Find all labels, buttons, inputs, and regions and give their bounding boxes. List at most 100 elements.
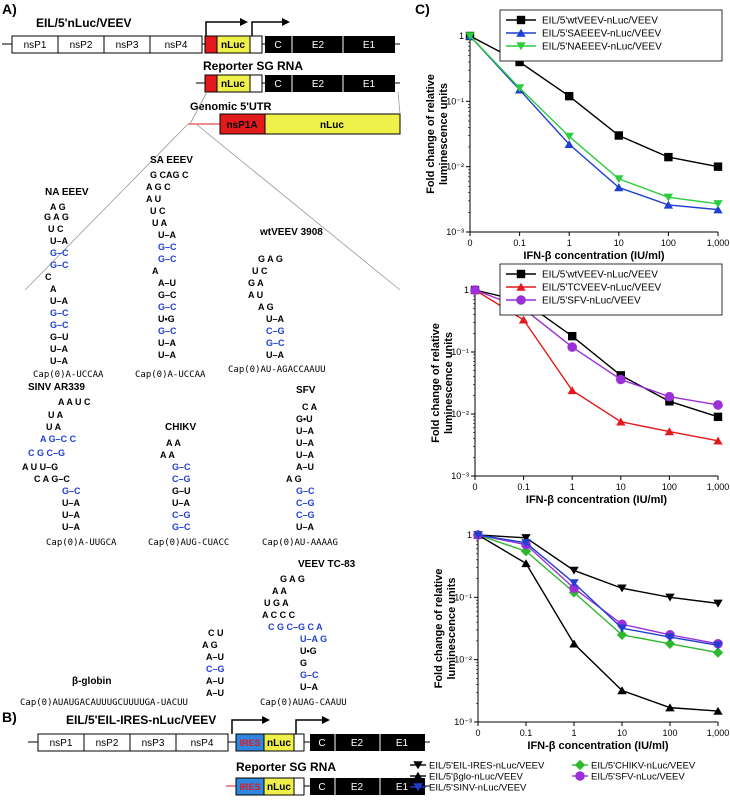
series-line <box>477 534 719 645</box>
x-axis-label: IFN-β concentration (IU/ml) <box>527 740 668 752</box>
svg-text:G–C: G–C <box>158 326 177 336</box>
svg-text:G–C: G–C <box>266 338 285 348</box>
gene-nsp4-b: nsP4 <box>191 738 214 749</box>
data-point <box>521 534 531 543</box>
x-tick-label: 10 <box>616 482 626 492</box>
legend-label: EIL/5'TCVEEV-nLuc/VEEV <box>542 283 662 294</box>
series-line <box>477 534 719 654</box>
gene-nsp4-a: nsP4 <box>165 40 188 51</box>
panel-b-label: B) <box>2 709 17 725</box>
svg-text:G–U: G–U <box>172 486 191 496</box>
data-point <box>712 647 724 658</box>
utr-construct: nsP1A nLuc <box>24 91 401 291</box>
svg-text:U–A: U–A <box>266 350 285 360</box>
na-eeev-stemloop: A GG A G U C U–A G–C G–C CA U–A G–C G–C G–U U–… <box>44 202 69 366</box>
data-point <box>664 638 676 649</box>
svg-text:U–A: U–A <box>296 438 315 448</box>
svg-text:G–C: G–C <box>158 302 177 312</box>
svg-text:A: A <box>50 284 57 294</box>
svg-text:A A: A A <box>272 586 287 596</box>
svg-text:A G: A G <box>258 302 274 312</box>
svg-text:G–U: G–U <box>50 332 69 342</box>
svg-text:A G: A G <box>286 474 302 484</box>
y-tick-label: 10⁻² <box>446 162 464 172</box>
data-point <box>617 584 627 593</box>
legend-marker <box>516 295 526 305</box>
data-point <box>616 374 626 385</box>
legend-label: EIL/5'CHIKV-nLuc/VEEV <box>591 761 696 772</box>
legend-marker <box>516 28 526 37</box>
y-tick-label: 10⁻¹ <box>451 347 469 357</box>
svg-text:C: C <box>45 272 52 282</box>
gene-nsp3-a: nsP3 <box>116 40 139 51</box>
gene-nsp1-b: nsP1 <box>50 738 73 749</box>
legend-label: EIL/5'SFV-nLuc/VEEV <box>542 296 641 307</box>
svg-text:U–A: U–A <box>172 498 191 508</box>
data-point <box>465 32 475 41</box>
svg-text:G–C: G–C <box>158 290 177 300</box>
x-tick-label: 1 <box>567 238 572 248</box>
data-point <box>663 193 674 202</box>
svg-text:A C C C: A C C C <box>262 610 296 620</box>
legend-label: EIL/5'wtVEEV-nLuc/VEEV <box>542 16 658 27</box>
gene-e2-a: E2 <box>312 40 325 51</box>
svg-text:A A: A A <box>160 450 175 460</box>
svg-text:U C: U C <box>150 206 166 216</box>
svg-text:U–A: U–A <box>62 510 81 520</box>
data-point <box>567 386 577 395</box>
svg-text:G–C: G–C <box>172 522 191 532</box>
svg-text:U–A: U–A <box>50 344 69 354</box>
structure-cap-beta-globin: Cap(0)AUAUGACAUUUGCUUUUGA-UACUU <box>20 698 188 708</box>
genome-construct-a: nsP1 nsP2 nsP3 nsP4 nLuc C E2 E1 <box>2 18 400 54</box>
data-point <box>521 539 531 547</box>
svg-text:A–U: A–U <box>206 676 224 686</box>
panel-a-label: A) <box>2 1 17 17</box>
svg-text:C–G: C–G <box>296 510 315 520</box>
legend-marker <box>413 783 423 792</box>
nluc-box-b: nLuc <box>267 738 291 749</box>
series-line <box>477 534 719 712</box>
series-line <box>469 35 719 211</box>
chikv-stemloop: A A A A G–C C–G G–U U–A C–G G–C <box>160 438 191 532</box>
structure-cap-veev-tc83: Cap(0)AUAG-CAAUU <box>260 698 347 708</box>
svg-text:A G–C C: A G–C C <box>40 434 77 444</box>
svg-text:C A G–C: C A G–C <box>34 474 70 484</box>
gene-e1-sg-a: E1 <box>363 79 376 90</box>
structure-cap-wtveev: Cap(0)AU-AGACCAAUU <box>228 365 326 375</box>
gene-nsp2-b: nsP2 <box>96 738 119 749</box>
x-tick-label: 10 <box>614 238 624 248</box>
data-point <box>564 132 574 141</box>
svg-text:U–A: U–A <box>50 296 69 306</box>
legend-label: EIL/5'SFV-nLuc/VEEV <box>591 772 685 783</box>
data-point <box>521 559 531 568</box>
svg-text:G A G: G A G <box>258 254 283 264</box>
gene-nsp2-a: nsP2 <box>70 40 93 51</box>
data-point <box>470 285 480 295</box>
legend-marker <box>516 42 526 51</box>
sg-rna-a-title: Reporter SG RNA <box>203 59 303 73</box>
structure-name-na-eeev: NA EEEV <box>45 187 89 198</box>
y-tick-label: 10⁻¹ <box>446 96 464 106</box>
data-point <box>713 412 723 422</box>
data-point <box>713 205 723 214</box>
series-3 <box>465 32 723 209</box>
svg-text:U–A: U–A <box>300 682 319 692</box>
gene-c-sg-a: C <box>274 79 281 90</box>
svg-text:G–C: G–C <box>158 242 177 252</box>
structure-name-sfv: SFV <box>296 385 316 396</box>
nluc-box-sg-a: nLuc <box>221 79 245 90</box>
data-point <box>514 84 525 93</box>
x-tick-label: 0 <box>472 482 477 492</box>
sfv-stemloop: C A G•U U–A U–A U–A A–U A G G–C C–G C–G U–A <box>286 402 318 532</box>
data-point <box>569 579 579 588</box>
gene-e2-b: E2 <box>351 738 364 749</box>
svg-text:A G C: A G C <box>146 182 171 192</box>
svg-text:G–C: G–C <box>158 254 177 264</box>
svg-text:U C: U C <box>252 266 268 276</box>
structure-name-veev-tc83: VEEV TC-83 <box>298 559 356 570</box>
svg-text:A–U: A–U <box>158 278 176 288</box>
panel-c-label: C) <box>415 1 430 17</box>
x-tick-label: 1 <box>571 728 576 738</box>
svg-text:G A: G A <box>248 278 264 288</box>
legend-marker <box>413 761 423 770</box>
